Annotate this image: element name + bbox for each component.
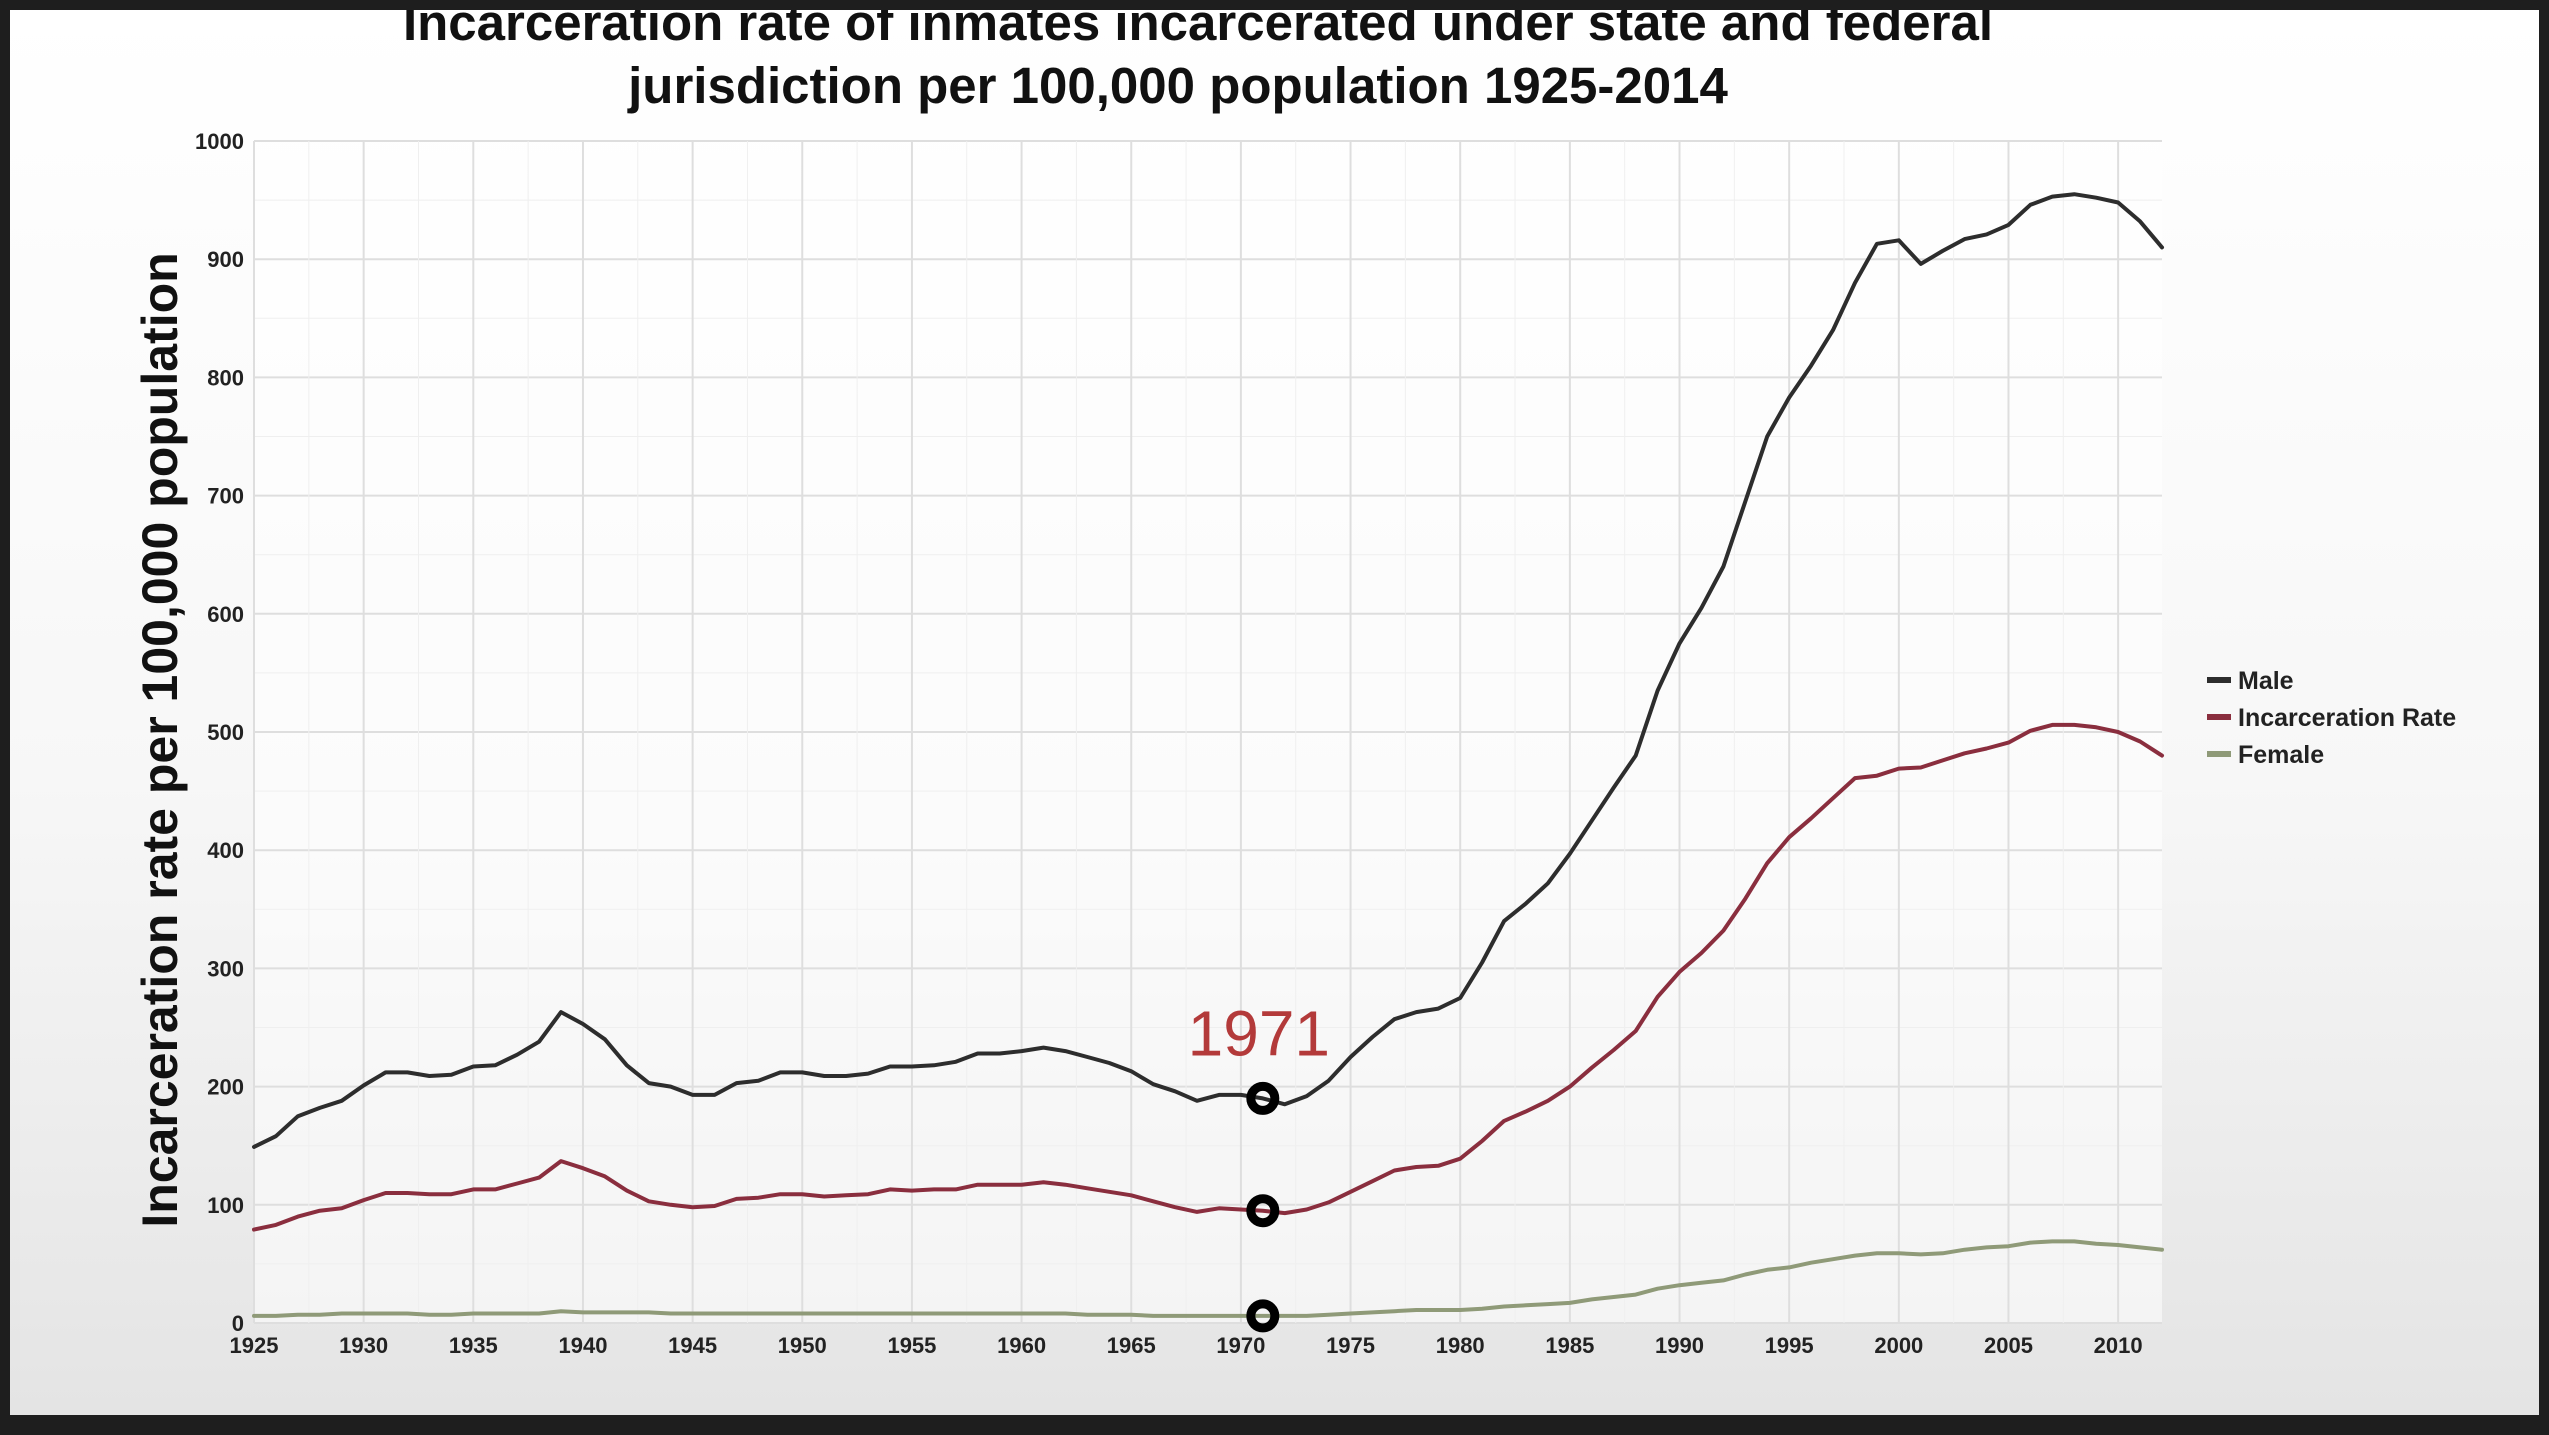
x-tick-label: 1990 — [1655, 1333, 1704, 1358]
legend-label: Female — [2238, 741, 2324, 769]
x-tick-label: 1940 — [558, 1333, 607, 1358]
annotation: 1971 — [1188, 997, 1330, 1333]
x-tick-label: 1965 — [1107, 1333, 1156, 1358]
legend-label: Incarceration Rate — [2238, 704, 2456, 732]
x-tick-label: 1960 — [997, 1333, 1046, 1358]
y-tick-label: 900 — [207, 247, 244, 272]
legend: Male Incarceration Rate Female — [2207, 667, 2456, 769]
annotation-marker — [1246, 1194, 1280, 1228]
gridlines — [253, 140, 2162, 1324]
y-tick-label: 500 — [207, 720, 244, 745]
chart-title-line-2: jurisdiction per 100,000 population 1925… — [627, 57, 1728, 114]
line-chart: Incarceration rate of inmates incarcerat… — [132, 10, 2456, 1358]
y-tick-label: 600 — [207, 602, 244, 627]
x-tick-label: 2000 — [1874, 1333, 1923, 1358]
chart-frame: Incarceration rate of inmates incarcerat… — [10, 10, 2539, 1415]
y-tick-label: 200 — [207, 1075, 244, 1100]
x-tick-label: 2010 — [2094, 1333, 2143, 1358]
x-tick-label: 1930 — [339, 1333, 388, 1358]
x-tick-label: 1985 — [1545, 1333, 1594, 1358]
y-axis-ticks: 0 100 200 300 400 500 600 700 800 900 1000 — [195, 129, 244, 1336]
y-tick-label: 800 — [207, 365, 244, 390]
x-tick-label: 1950 — [778, 1333, 827, 1358]
series-line-incarceration-rate — [252, 722, 2164, 1232]
y-axis-label: Incarceration rate per 100,000 populatio… — [132, 252, 188, 1227]
annotation-marker — [1246, 1299, 1280, 1333]
annotation-marker — [1246, 1081, 1280, 1115]
y-tick-label: 400 — [207, 838, 244, 863]
x-tick-label: 1995 — [1765, 1333, 1814, 1358]
x-tick-label: 2005 — [1984, 1333, 2033, 1358]
x-tick-label: 1970 — [1216, 1333, 1265, 1358]
annotation-label: 1971 — [1188, 997, 1330, 1069]
y-tick-label: 0 — [232, 1311, 244, 1336]
x-axis-ticks: 1925 1930 1935 1940 1945 1950 1955 1960 1965 1970… — [230, 1333, 2143, 1358]
x-tick-label: 1975 — [1326, 1333, 1375, 1358]
x-tick-label: 1980 — [1436, 1333, 1485, 1358]
legend-label: Male — [2238, 667, 2294, 695]
y-tick-label: 700 — [207, 484, 244, 509]
series-line-female — [252, 1239, 2164, 1318]
series-line-male — [252, 192, 2164, 1149]
x-tick-label: 1935 — [449, 1333, 498, 1358]
y-tick-label: 300 — [207, 956, 244, 981]
x-tick-label: 1945 — [668, 1333, 717, 1358]
y-tick-label: 100 — [207, 1193, 244, 1218]
x-tick-label: 1955 — [887, 1333, 936, 1358]
chart-title-line-1: Incarceration rate of inmates incarcerat… — [403, 10, 1993, 51]
x-tick-label: 1925 — [230, 1333, 279, 1358]
data-series — [252, 192, 2164, 1318]
y-tick-label: 1000 — [195, 129, 244, 154]
